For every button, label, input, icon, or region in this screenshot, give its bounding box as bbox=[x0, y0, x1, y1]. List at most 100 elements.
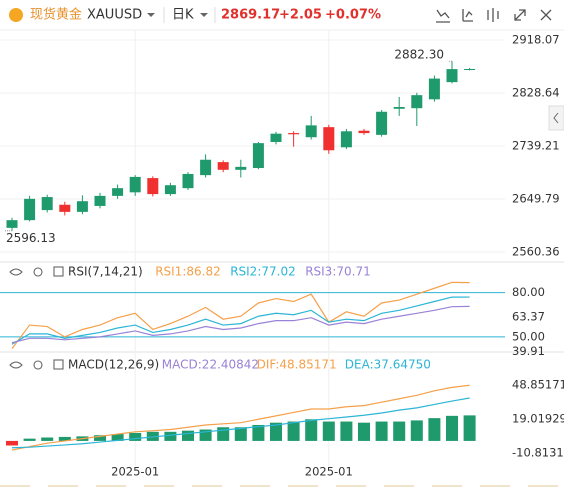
macd-bar bbox=[322, 421, 335, 441]
indicator-title: MACD(12,26,9) bbox=[68, 358, 159, 372]
expand[interactable] bbox=[514, 9, 526, 21]
symbol[interactable]: XAUUSD bbox=[87, 8, 142, 23]
candle-body bbox=[428, 78, 440, 100]
change-percent: +0.07% bbox=[325, 8, 381, 23]
candle-body bbox=[340, 131, 352, 148]
settings-icon[interactable] bbox=[33, 360, 43, 370]
indicator-line bbox=[11, 305, 470, 344]
legend-entry: DIF:48.85171 bbox=[257, 358, 337, 372]
candle-body bbox=[147, 178, 159, 195]
candle-body bbox=[59, 204, 71, 212]
macd-bar bbox=[234, 427, 247, 441]
candle-body bbox=[41, 197, 53, 211]
candle-body bbox=[252, 143, 264, 169]
macd-bar bbox=[252, 424, 265, 441]
macd-bar bbox=[58, 436, 71, 441]
indicator-title: RSI(7,14,21) bbox=[68, 265, 143, 279]
legend-entry: RSI3:70.71 bbox=[305, 265, 371, 279]
macd-bar bbox=[375, 421, 388, 441]
candle-body bbox=[270, 133, 282, 142]
side-arrow bbox=[553, 112, 559, 124]
y-tick-label: 63.37 bbox=[512, 310, 545, 324]
dropdown-arrow[interactable] bbox=[200, 13, 208, 17]
y-tick-label: 2828.64 bbox=[512, 86, 560, 100]
side-toggle[interactable] bbox=[548, 105, 564, 131]
legend-entry: RSI2:77.02 bbox=[230, 265, 296, 279]
macd-bar bbox=[358, 422, 370, 441]
gold-icon bbox=[9, 8, 23, 22]
candle-body bbox=[288, 133, 300, 135]
macd-bar bbox=[111, 434, 124, 441]
macd-bar bbox=[340, 421, 353, 441]
instrument-name: 现货黄金 bbox=[30, 7, 82, 23]
y-tick-label: 2739.21 bbox=[512, 138, 560, 152]
candle-body bbox=[24, 198, 36, 221]
macd-bar bbox=[446, 415, 458, 441]
macd-bar bbox=[164, 431, 177, 441]
y-tick-label: 80.00 bbox=[512, 285, 545, 299]
macd-bar bbox=[94, 435, 106, 441]
legend-entry: RSI1:86.82 bbox=[155, 265, 221, 279]
macd-bar bbox=[410, 420, 423, 441]
annotation: 2596.13 bbox=[6, 231, 56, 245]
y-tick-label: 50.00 bbox=[512, 329, 545, 343]
x-tick-label: 2025-01 bbox=[111, 465, 159, 479]
macd-bar bbox=[428, 418, 441, 441]
candle-body bbox=[305, 125, 317, 138]
y-tick-label: 2560.36 bbox=[512, 244, 560, 258]
candle-body bbox=[129, 176, 141, 193]
change: +2.05 bbox=[279, 8, 322, 23]
macd-bar bbox=[463, 415, 476, 441]
period[interactable]: 日K bbox=[172, 8, 194, 23]
price: 2869.17 bbox=[221, 8, 280, 23]
y-tick-label: 48.85171 bbox=[512, 378, 564, 392]
x-tick-label: 2025-01 bbox=[305, 465, 353, 479]
macd-bar bbox=[23, 438, 36, 441]
candle-body bbox=[217, 162, 229, 170]
candle-body bbox=[235, 166, 247, 170]
y-tick-label: 2649.79 bbox=[512, 191, 560, 205]
candle-body bbox=[323, 127, 335, 151]
macd-bar bbox=[129, 432, 142, 441]
indicator-line bbox=[11, 384, 470, 451]
candle-body bbox=[76, 201, 88, 212]
settings-icon[interactable] bbox=[33, 267, 43, 277]
candle-tool[interactable] bbox=[487, 8, 499, 22]
indicator-line bbox=[11, 281, 470, 349]
legend-entry: MACD:22.40842 bbox=[162, 358, 259, 372]
draw-tool[interactable] bbox=[436, 9, 450, 23]
macd-bar bbox=[287, 421, 300, 441]
close[interactable] bbox=[540, 9, 552, 21]
candle-body bbox=[446, 69, 458, 83]
macd-bar bbox=[6, 440, 18, 446]
candle-body bbox=[358, 130, 370, 134]
indicator-tool[interactable] bbox=[462, 9, 473, 22]
eye-icon[interactable] bbox=[9, 361, 23, 369]
candle-body bbox=[164, 185, 176, 195]
candle-body bbox=[94, 195, 106, 206]
candle-body bbox=[411, 95, 423, 109]
panel-icon[interactable] bbox=[53, 359, 64, 370]
y-tick-label: 39.91 bbox=[512, 344, 545, 358]
candle-body bbox=[393, 107, 405, 109]
macd-bar bbox=[270, 422, 282, 441]
dropdown-arrow[interactable] bbox=[147, 13, 155, 17]
legend-entry: DEA:37.64750 bbox=[345, 358, 431, 372]
candle-body bbox=[376, 111, 388, 135]
candle-body bbox=[200, 159, 212, 176]
macd-bar bbox=[305, 419, 318, 441]
candle-body bbox=[6, 220, 18, 228]
y-tick-label: -10.81312 bbox=[512, 446, 564, 460]
macd-bar bbox=[199, 429, 212, 441]
annotation: 2882.30 bbox=[394, 48, 444, 62]
indicator-line bbox=[11, 296, 470, 345]
macd-bar bbox=[182, 430, 194, 441]
eye-icon[interactable] bbox=[9, 268, 23, 276]
candle-body bbox=[182, 173, 194, 189]
y-tick-label: 2918.07 bbox=[512, 33, 560, 47]
panel-icon[interactable] bbox=[53, 266, 64, 277]
macd-bar bbox=[41, 437, 54, 441]
y-tick-label: 19.01929 bbox=[512, 412, 564, 426]
candle-body bbox=[112, 188, 124, 196]
